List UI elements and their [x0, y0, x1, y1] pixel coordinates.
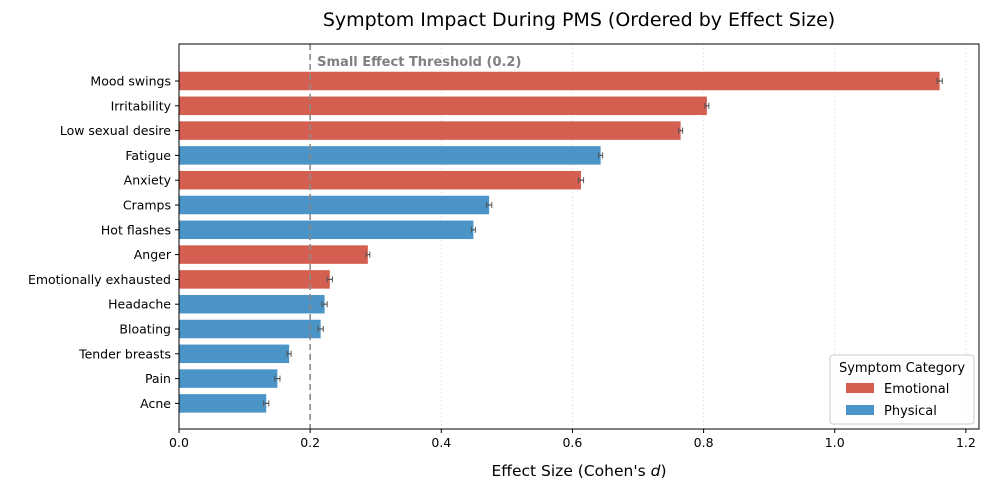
y-tick-label: Anxiety	[124, 173, 172, 188]
bar	[179, 270, 330, 289]
bar	[179, 344, 290, 364]
bar	[179, 245, 368, 264]
y-tick-label: Emotionally exhausted	[28, 272, 171, 287]
x-tick-label: 0.2	[300, 435, 320, 450]
legend-title: Symptom Category	[839, 361, 965, 376]
legend: Symptom Category Emotional Physical	[829, 354, 975, 425]
y-tick-label: Irritability	[111, 98, 172, 113]
bar	[179, 96, 707, 116]
y-tick-label: Bloating	[119, 322, 171, 337]
x-tick-label: 1.2	[956, 435, 976, 450]
x-axis-label-suffix: )	[660, 462, 666, 480]
y-tick-label: Hot flashes	[101, 222, 171, 237]
bar	[179, 146, 601, 165]
x-axis-label: Effect Size (Cohen's d)	[492, 462, 667, 480]
x-tick-label: 0.6	[562, 435, 582, 450]
y-tick-label: Mood swings	[90, 74, 171, 89]
x-axis-label-prefix: Effect Size (Cohen's	[492, 462, 651, 480]
bar	[179, 170, 581, 190]
y-tick-label: Headache	[108, 297, 171, 312]
bar	[179, 394, 267, 413]
x-axis-label-variable: d	[651, 462, 661, 480]
threshold-label: Small Effect Threshold (0.2)	[317, 55, 521, 70]
y-tick-label: Low sexual desire	[60, 123, 171, 138]
plot-frame	[178, 43, 980, 430]
y-tick-label: Cramps	[123, 198, 171, 213]
legend-swatch-emotional	[846, 383, 874, 393]
x-tick-label: 1.0	[825, 435, 845, 450]
bar	[179, 220, 474, 240]
x-tick-label: 0.8	[694, 435, 714, 450]
y-tick-label: Tender breasts	[78, 346, 171, 361]
y-axis: Mood swings Irritability Low sexual desire…	[28, 74, 179, 411]
bar	[179, 121, 681, 140]
bar	[179, 294, 325, 314]
bar	[179, 195, 490, 215]
y-tick-label: Acne	[140, 396, 171, 411]
x-tick-label: 0.4	[431, 435, 451, 450]
legend-label-physical: Physical	[884, 404, 937, 419]
chart-title: Symptom Impact During PMS (Ordered by Ef…	[323, 9, 835, 31]
legend-swatch-physical	[846, 405, 874, 415]
bar	[179, 369, 278, 388]
x-tick-label: 0.0	[169, 435, 189, 450]
bar	[179, 71, 940, 91]
y-tick-label: Pain	[145, 371, 171, 386]
y-tick-label: Anger	[134, 247, 172, 262]
bar	[179, 319, 321, 339]
legend-label-emotional: Emotional	[884, 382, 949, 397]
bar-layer	[179, 71, 943, 413]
x-axis: 0.0 0.2 0.4 0.6 0.8 1.0 1.2	[169, 429, 976, 450]
y-tick-label: Fatigue	[125, 148, 171, 163]
threshold-layer: Small Effect Threshold (0.2)	[309, 44, 521, 429]
